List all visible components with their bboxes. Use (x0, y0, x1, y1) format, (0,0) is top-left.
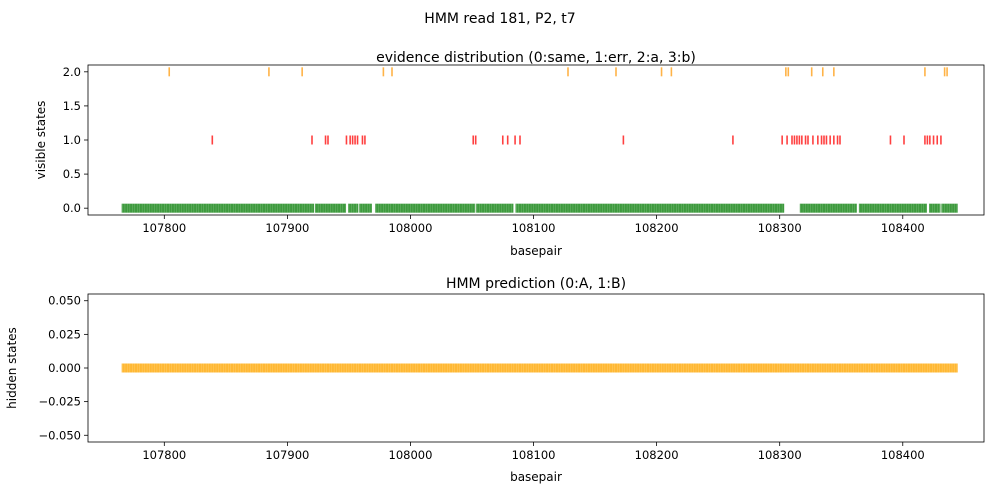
data-point-run (858, 203, 927, 213)
data-point-run (121, 363, 958, 373)
y-tick-label: −0.050 (38, 428, 81, 442)
data-point-run (348, 203, 359, 213)
evidence-chart-ylabel: visible states (34, 101, 48, 180)
prediction-chart-ylabel: hidden states (5, 327, 19, 409)
data-point-run (121, 203, 315, 213)
x-tick-label: 108000 (389, 221, 433, 235)
prediction-chart-xlabel: basepair (510, 470, 562, 484)
x-tick-label: 107800 (142, 221, 186, 235)
data-point-run (314, 203, 347, 213)
y-tick-label: 0.025 (48, 327, 81, 341)
x-tick-label: 108400 (881, 221, 925, 235)
evidence-distribution-chart: evidence distribution (0:same, 1:err, 2:… (34, 50, 985, 258)
x-tick-label: 107900 (265, 448, 309, 462)
data-point-run (515, 203, 785, 213)
data-point-run (941, 203, 958, 213)
data-point-run (929, 203, 941, 213)
data-point-run (375, 203, 476, 213)
y-tick-label: −0.025 (38, 395, 81, 409)
evidence-chart-ticks: 107800 107900 108000 108100 108200 108300 1084… (63, 65, 925, 235)
y-tick-label: 0.5 (63, 167, 81, 181)
prediction-chart-frame (87, 293, 985, 443)
x-tick-label: 108200 (635, 448, 679, 462)
x-tick-label: 107900 (265, 221, 309, 235)
y-tick-label: 2.0 (63, 65, 81, 79)
prediction-chart-marks (121, 363, 958, 373)
evidence-chart-title: evidence distribution (0:same, 1:err, 2:… (376, 50, 696, 66)
x-tick-label: 108100 (512, 448, 556, 462)
prediction-chart-ticks: 107800 107900 108000 108100 108200 108300 1084… (38, 294, 924, 462)
x-tick-label: 108200 (635, 221, 679, 235)
y-tick-label: 1.5 (63, 99, 81, 113)
y-tick-label: 0.000 (48, 361, 81, 375)
x-tick-label: 108400 (881, 448, 925, 462)
x-tick-label: 107800 (142, 448, 186, 462)
x-tick-label: 108100 (512, 221, 556, 235)
evidence-chart-marks (121, 67, 958, 213)
data-point-run (359, 203, 372, 213)
y-tick-label: 1.0 (63, 133, 81, 147)
data-point-run (476, 203, 514, 213)
prediction-chart-title: HMM prediction (0:A, 1:B) (446, 276, 626, 292)
y-tick-label: 0.050 (48, 294, 81, 308)
x-tick-label: 108300 (758, 448, 802, 462)
x-tick-label: 108300 (758, 221, 802, 235)
y-tick-label: 0.0 (63, 201, 81, 215)
figure-suptitle: HMM read 181, P2, t7 (424, 11, 575, 27)
hmm-prediction-chart: HMM prediction (0:A, 1:B) 107800 107900 10… (5, 276, 985, 484)
data-point-run (799, 203, 857, 213)
x-tick-label: 108000 (389, 448, 433, 462)
evidence-chart-xlabel: basepair (510, 244, 562, 258)
evidence-chart-frame (87, 64, 985, 216)
